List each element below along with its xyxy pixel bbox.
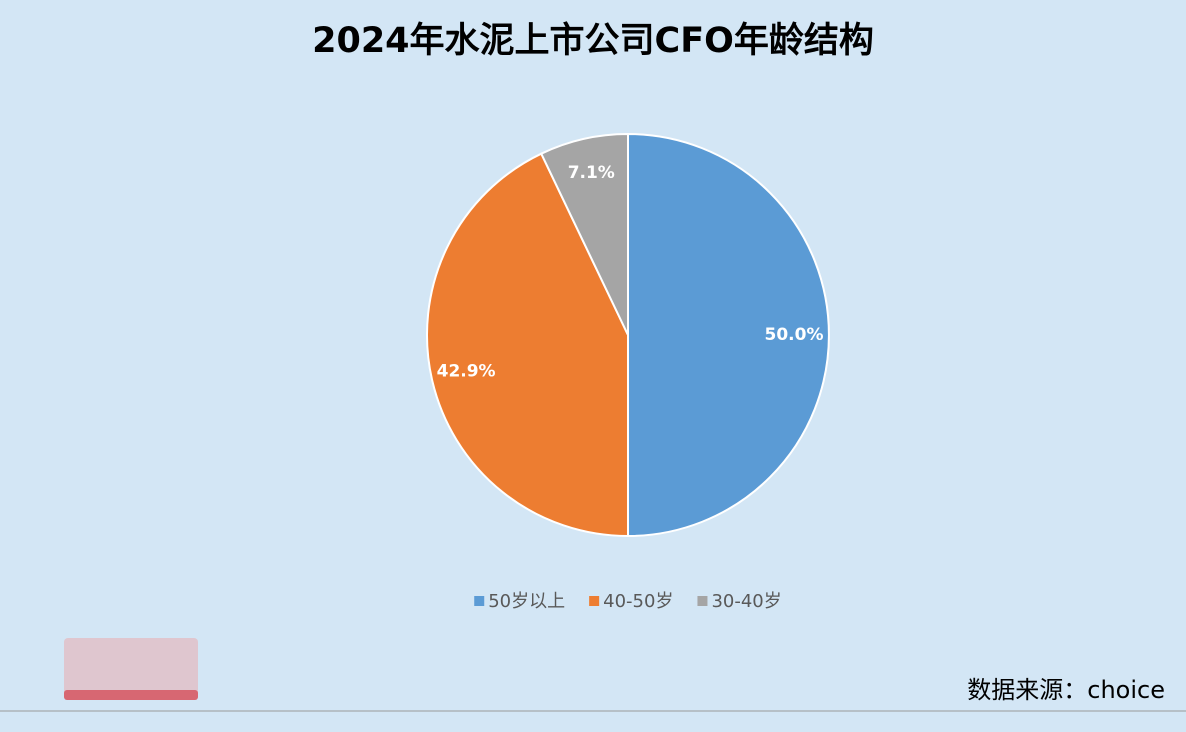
- legend-swatch: [589, 596, 600, 606]
- legend-label: 50岁以上: [488, 591, 565, 612]
- watermark: [64, 638, 198, 700]
- data-label: 7.1%: [568, 163, 615, 183]
- pie-slice: [426, 152, 629, 538]
- legend-swatch: [474, 596, 485, 606]
- chart-title: 2024年水泥上市公司CFO年龄结构: [312, 21, 874, 61]
- legend-label: 30-40岁: [711, 591, 781, 612]
- data-label: 50.0%: [765, 325, 824, 345]
- legend-swatch: [697, 596, 708, 606]
- legend-label: 40-50岁: [603, 591, 673, 612]
- pie-slice: [539, 132, 629, 336]
- source-note: 数据来源：choice: [967, 676, 1165, 704]
- pie-slice: [627, 132, 830, 538]
- data-label: 42.9%: [437, 362, 496, 382]
